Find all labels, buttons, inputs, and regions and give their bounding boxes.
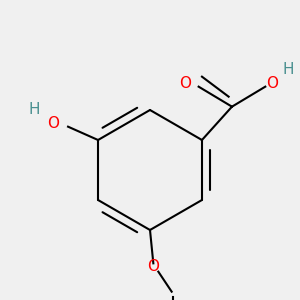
Text: H: H <box>29 103 40 118</box>
Text: O: O <box>266 76 278 91</box>
Text: H: H <box>283 62 294 77</box>
Text: O: O <box>179 76 191 91</box>
Text: O: O <box>47 116 59 131</box>
Text: O: O <box>147 259 159 274</box>
